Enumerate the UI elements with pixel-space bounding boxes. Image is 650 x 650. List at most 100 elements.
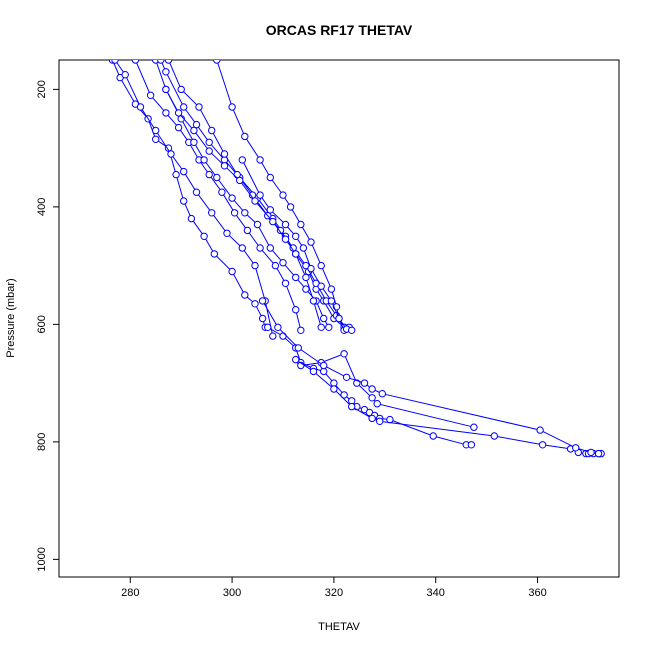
data-point	[228, 194, 236, 202]
data-point	[241, 209, 249, 217]
data-point	[286, 203, 295, 211]
data-point	[327, 297, 336, 305]
data-point	[187, 214, 196, 223]
data-point	[192, 188, 201, 196]
data-point	[157, 60, 165, 64]
data-point	[266, 244, 274, 252]
data-point	[236, 176, 244, 185]
data-point	[256, 156, 264, 164]
data-point	[230, 209, 239, 217]
data-point	[307, 238, 315, 246]
data-point	[238, 156, 247, 164]
data-point	[342, 373, 351, 381]
data-point	[174, 109, 183, 117]
data-point	[228, 267, 236, 276]
series-13	[258, 297, 603, 458]
data-point	[208, 209, 216, 217]
data-point	[297, 326, 305, 334]
data-point	[335, 314, 343, 323]
series-line	[262, 300, 599, 455]
data-point	[205, 170, 213, 179]
data-point	[368, 414, 376, 423]
data-point	[490, 432, 498, 440]
data-point	[292, 273, 300, 282]
data-point	[325, 323, 333, 331]
y-tick-label: 600	[36, 315, 48, 333]
data-point	[340, 391, 348, 399]
data-point	[467, 441, 476, 449]
data-point	[251, 197, 259, 205]
chart-title: ORCAS RF17 THETAV	[266, 22, 413, 38]
data-point	[281, 279, 290, 287]
data-point	[269, 217, 277, 226]
data-point	[223, 229, 231, 238]
data-point	[373, 400, 381, 408]
series-layer	[108, 60, 605, 458]
data-point	[200, 232, 208, 241]
data-point	[256, 191, 264, 199]
y-tick-label: 200	[36, 80, 48, 98]
data-point	[180, 197, 188, 205]
data-point	[164, 60, 173, 64]
data-point	[190, 138, 198, 147]
data-point	[281, 235, 290, 243]
y-tick-label: 800	[36, 433, 48, 451]
data-point	[376, 417, 384, 425]
data-point	[320, 361, 328, 370]
data-point	[297, 220, 305, 229]
series-8	[213, 60, 353, 334]
data-point	[162, 109, 170, 117]
data-point	[276, 226, 285, 235]
data-point	[251, 261, 259, 270]
x-axis-label: THETAV	[318, 621, 360, 633]
data-point	[195, 103, 203, 111]
data-point	[162, 68, 170, 76]
data-point	[192, 120, 201, 129]
y-tick-label: 400	[36, 198, 48, 216]
y-axis: 200 400 600 800 1000	[36, 80, 59, 572]
series-line	[112, 60, 266, 328]
data-point	[269, 332, 277, 340]
data-point	[220, 150, 229, 158]
data-point	[243, 226, 252, 235]
series-line	[134, 60, 302, 331]
data-point	[251, 300, 259, 308]
data-point	[271, 261, 280, 270]
data-point	[279, 332, 287, 340]
data-point	[177, 85, 185, 94]
data-point	[218, 188, 226, 196]
data-point	[241, 291, 249, 299]
data-point	[536, 426, 544, 434]
data-point	[111, 60, 119, 64]
data-point	[292, 355, 300, 364]
data-point	[264, 323, 272, 331]
data-point	[146, 91, 155, 100]
series-2	[111, 60, 277, 340]
data-point	[299, 244, 308, 252]
data-point	[279, 259, 287, 267]
data-point	[180, 167, 188, 176]
data-point	[594, 449, 603, 458]
data-point	[348, 326, 356, 334]
y-tick-label: 1000	[36, 547, 48, 571]
data-point	[220, 162, 229, 170]
x-tick-label: 320	[325, 587, 343, 599]
data-point	[241, 132, 249, 141]
data-point	[538, 441, 547, 449]
series-line	[155, 60, 330, 328]
data-point	[238, 244, 247, 252]
data-point	[327, 285, 336, 293]
data-point	[294, 344, 302, 352]
data-point	[266, 173, 274, 182]
series-12	[292, 355, 605, 458]
data-point	[292, 232, 300, 241]
data-point	[174, 123, 183, 132]
data-point	[228, 103, 236, 111]
series-7	[162, 85, 325, 331]
data-point	[317, 323, 325, 331]
series-line	[295, 359, 602, 455]
data-point	[317, 282, 325, 290]
data-point	[292, 306, 300, 314]
series-line	[160, 60, 345, 328]
data-point	[470, 423, 478, 431]
